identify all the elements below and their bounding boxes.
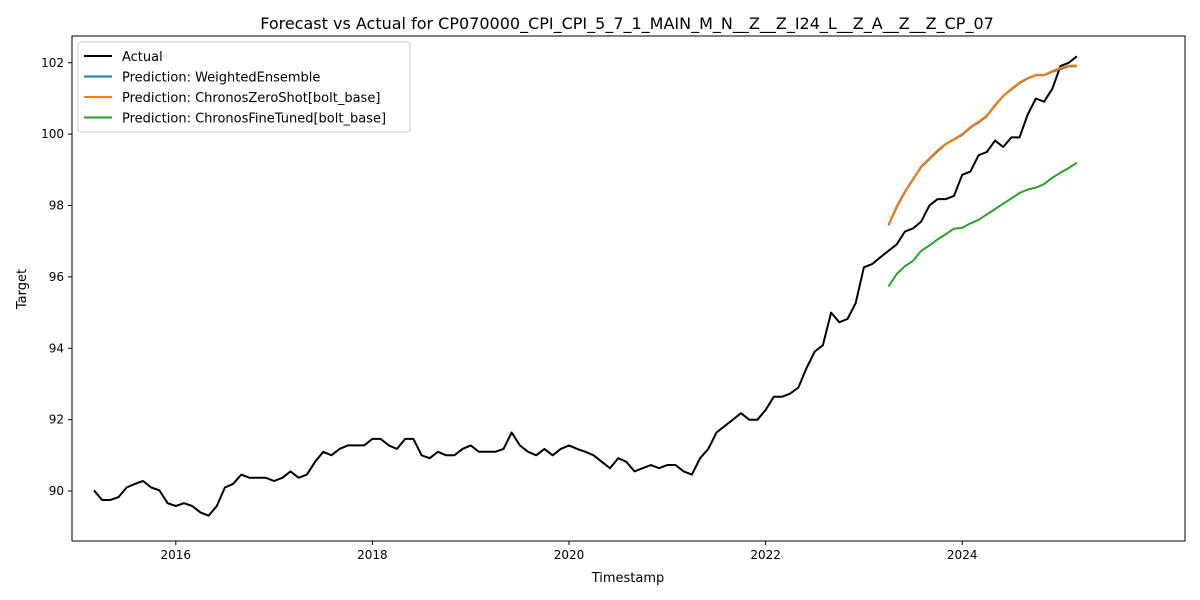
legend-label-1: Prediction: WeightedEnsemble — [122, 71, 320, 86]
series-layer — [93, 55, 1078, 517]
series-line-0 — [93, 55, 1078, 517]
series-line-3 — [887, 161, 1078, 288]
x-tick-label: 2016 — [161, 548, 192, 562]
chart-title: Forecast vs Actual for CP070000_CPI_CPI_… — [260, 14, 994, 34]
x-tick-label: 2024 — [947, 548, 978, 562]
y-tick-label: 98 — [49, 199, 64, 213]
y-tick-label: 96 — [49, 270, 64, 284]
x-axis-label: Timestamp — [591, 571, 665, 586]
series-line-2 — [887, 64, 1077, 225]
x-tick-label: 2020 — [554, 548, 585, 562]
x-tick-label: 2022 — [750, 548, 781, 562]
y-tick-label: 94 — [49, 341, 64, 355]
y-tick-label: 100 — [41, 127, 64, 141]
y-tick-label: 90 — [49, 484, 64, 498]
legend-label-2: Prediction: ChronosZeroShot[bolt_base] — [122, 91, 380, 106]
plot-frame — [71, 35, 1186, 542]
y-axis: 90 92 94 96 98 100 102 — [41, 56, 72, 498]
x-axis: 2016 2018 2020 2022 2024 — [161, 541, 978, 562]
y-tick-label: 92 — [49, 413, 64, 427]
legend-label-3: Prediction: ChronosFineTuned[bolt_base] — [122, 112, 386, 127]
y-tick-label: 102 — [41, 56, 64, 70]
legend: Actual Prediction: WeightedEnsemble Predic… — [77, 41, 411, 133]
x-tick-label: 2018 — [357, 548, 388, 562]
legend-label-0: Actual — [122, 50, 163, 65]
y-axis-label: Target — [15, 269, 30, 310]
legend-box — [77, 41, 411, 133]
